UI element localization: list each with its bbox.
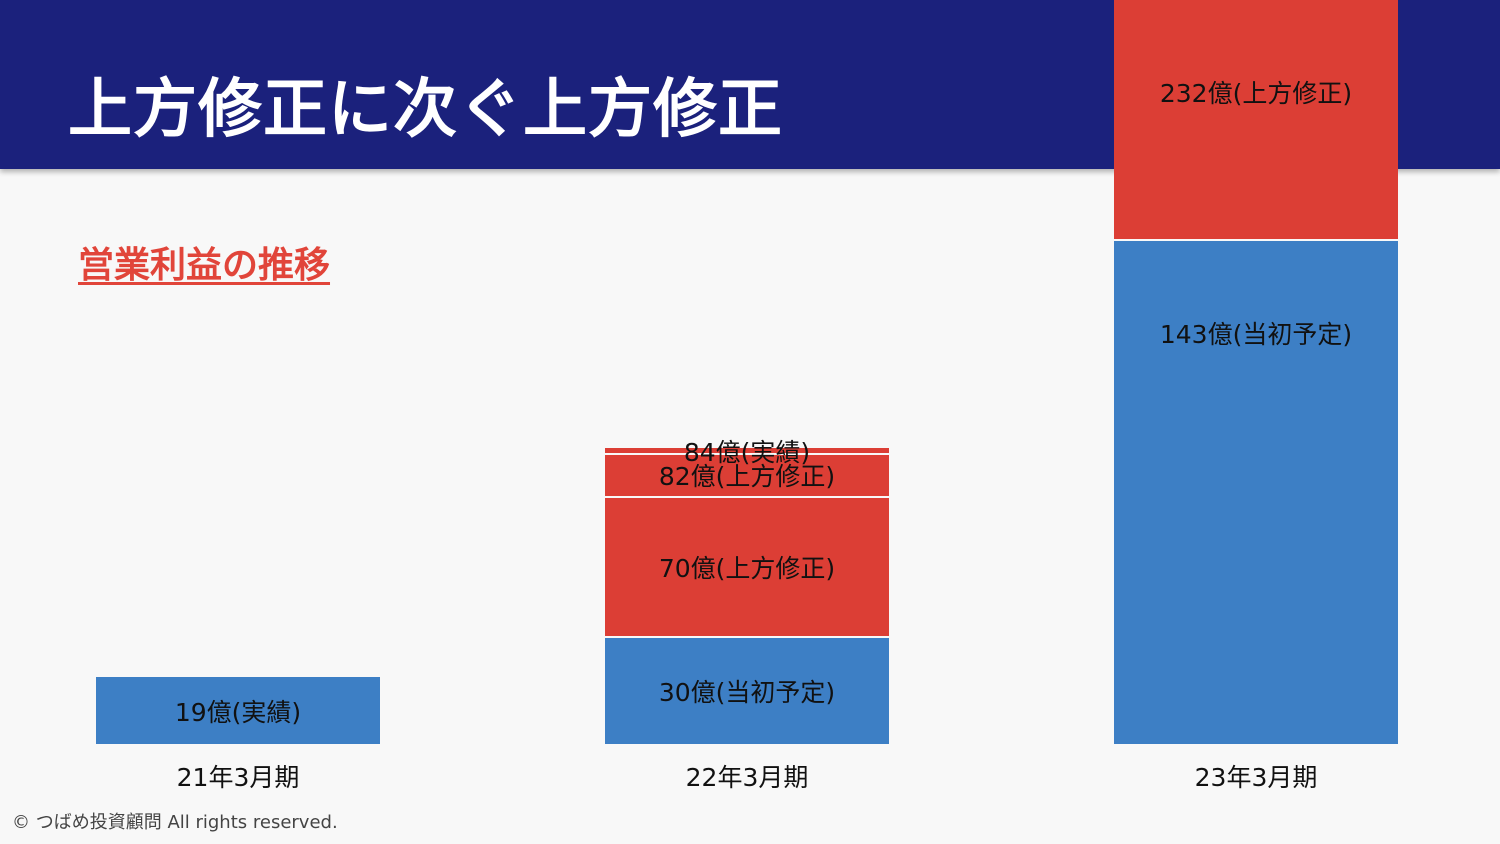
chart-subtitle: 営業利益の推移 xyxy=(78,245,331,286)
bar-data-label: 84億(実績) xyxy=(683,437,811,467)
bar-segment xyxy=(605,497,889,637)
bar-data-label: 30億(当初予定) xyxy=(658,678,836,708)
bar-data-label: 232億(上方修正) xyxy=(1159,79,1353,108)
bar-data-label: 82億(上方修正) xyxy=(658,462,836,492)
bar-segment xyxy=(605,638,889,744)
bar-segment xyxy=(96,677,380,744)
category-tick-label: 22年3月期 xyxy=(685,763,809,792)
bar-segment xyxy=(605,448,889,454)
bar-data-label: 143億(当初予定) xyxy=(1159,319,1353,349)
bar-data-label: 70億(上方修正) xyxy=(658,553,836,583)
bar-segment xyxy=(605,455,889,496)
slide-title: 上方修正に次ぐ上方修正 xyxy=(68,73,783,147)
bar-segment xyxy=(1114,0,1398,239)
category-tick-label: 21年3月期 xyxy=(176,763,300,792)
copyright-notice: © つばめ投資顧問 All rights reserved. xyxy=(12,812,338,833)
category-tick-label: 23年3月期 xyxy=(1194,763,1318,792)
bar-data-label: 19億(実績) xyxy=(174,697,302,727)
bar-segment xyxy=(1114,240,1398,744)
